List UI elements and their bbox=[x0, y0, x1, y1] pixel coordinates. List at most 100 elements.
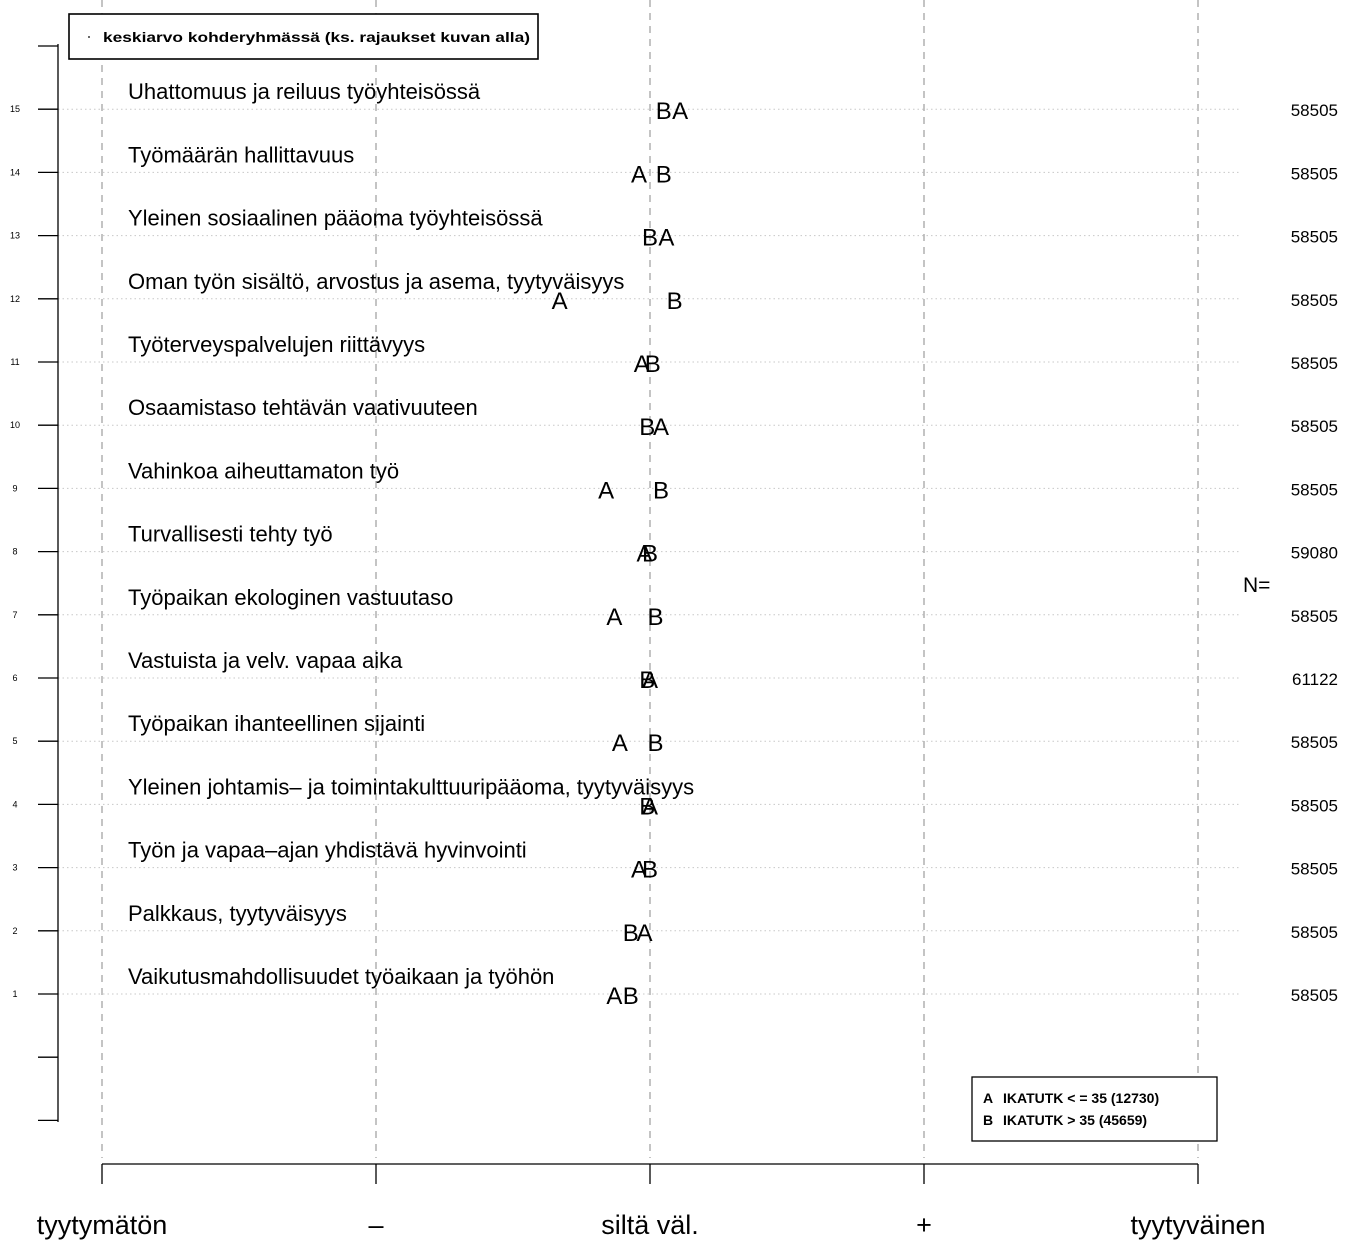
row-index: 8 bbox=[12, 547, 17, 557]
marker-a: A bbox=[658, 225, 674, 252]
x-tick-label: tyytymätön bbox=[37, 1210, 168, 1240]
item-row: 15 Uhattomuus ja reiluus työyhteisössä AB 5… bbox=[10, 79, 1338, 125]
marker-a: A bbox=[642, 667, 658, 694]
marker-a: A bbox=[606, 983, 622, 1010]
top-legend-text: keskiarvo kohderyhmässä (ks. rajaukset k… bbox=[103, 29, 530, 45]
item-row: 1 Vaikutusmahdollisuudet työaikaan ja työ… bbox=[12, 964, 1338, 1010]
row-index: 12 bbox=[10, 294, 20, 304]
item-row: 3 Työn ja vapaa–ajan yhdistävä hyvinvoint… bbox=[12, 838, 1338, 884]
item-label: Työpaikan ekologinen vastuutaso bbox=[128, 585, 453, 610]
item-label: Yleinen sosiaalinen pääoma työyhteisössä bbox=[128, 206, 543, 231]
item-label: Osaamistaso tehtävän vaativuuteen bbox=[128, 395, 478, 420]
marker-a: A bbox=[612, 730, 628, 757]
row-index: 7 bbox=[12, 610, 17, 620]
item-row: 7 Työpaikan ekologinen vastuutaso A B 58505 bbox=[12, 585, 1338, 631]
marker-a: A bbox=[653, 414, 669, 441]
row-index: 1 bbox=[12, 989, 17, 999]
item-label: Työn ja vapaa–ajan yhdistävä hyvinvointi bbox=[128, 838, 527, 863]
n-value: 58505 bbox=[1291, 796, 1338, 815]
marker-a: A bbox=[637, 541, 653, 568]
vertical-gridlines bbox=[101, 0, 1199, 1158]
item-label: Vahinkoa aiheuttamaton työ bbox=[128, 458, 399, 483]
n-value: 58505 bbox=[1291, 291, 1338, 310]
row-index: 5 bbox=[12, 736, 17, 746]
n-value: 58505 bbox=[1291, 228, 1338, 247]
n-value: 58505 bbox=[1291, 354, 1338, 373]
item-row: 6 Vastuista ja velv. vapaa aika AB 61122 bbox=[12, 648, 1338, 694]
marker-b: B bbox=[645, 351, 661, 378]
item-label: Yleinen johtamis– ja toimintakulttuuripä… bbox=[128, 774, 694, 799]
x-tick-label: + bbox=[916, 1210, 932, 1240]
item-row: 4 Yleinen johtamis– ja toimintakulttuurip… bbox=[12, 774, 1338, 820]
item-row: 10 Osaamistaso tehtävän vaativuuteen AB 585… bbox=[10, 395, 1338, 441]
series-legend: A IKATUTK < = 35 (12730) B IKATUTK > 35 … bbox=[971, 1076, 1218, 1142]
n-value: 58505 bbox=[1291, 733, 1338, 752]
item-label: Uhattomuus ja reiluus työyhteisössä bbox=[128, 79, 481, 104]
row-index: 3 bbox=[12, 863, 17, 873]
marker-b: B bbox=[647, 604, 663, 631]
n-value: 58505 bbox=[1291, 860, 1338, 879]
item-row: 14 Työmäärän hallittavuus A B 58505 bbox=[10, 142, 1338, 188]
x-tick-label: tyytyväinen bbox=[1130, 1210, 1265, 1240]
item-label: Vastuista ja velv. vapaa aika bbox=[128, 648, 403, 673]
row-index: 15 bbox=[10, 104, 20, 114]
marker-b: B bbox=[642, 857, 658, 884]
marker-b: B bbox=[639, 414, 655, 441]
row-index: 9 bbox=[12, 483, 17, 493]
x-tick-label: – bbox=[368, 1210, 383, 1240]
legend-dot-icon bbox=[88, 36, 90, 38]
row-index: 13 bbox=[10, 231, 20, 241]
marker-a: A bbox=[672, 98, 688, 125]
item-row: 13 Yleinen sosiaalinen pääoma työyhteisös… bbox=[10, 206, 1338, 252]
legend-code-b: B bbox=[983, 1112, 993, 1128]
item-label: Työpaikan ihanteellinen sijainti bbox=[128, 711, 425, 736]
marker-a: A bbox=[634, 351, 650, 378]
n-value: 58505 bbox=[1291, 986, 1338, 1005]
legend-label-b: IKATUTK > 35 (45659) bbox=[1003, 1112, 1147, 1128]
marker-a: A bbox=[642, 793, 658, 820]
marker-b: B bbox=[653, 477, 669, 504]
top-legend: keskiarvo kohderyhmässä (ks. rajaukset k… bbox=[68, 13, 539, 60]
marker-b: B bbox=[639, 667, 655, 694]
row-index: 10 bbox=[10, 420, 20, 430]
marker-b: B bbox=[642, 225, 658, 252]
row-index: 11 bbox=[10, 357, 19, 367]
row-index: 4 bbox=[12, 799, 17, 809]
marker-a: A bbox=[598, 477, 614, 504]
n-value: 59080 bbox=[1291, 544, 1338, 563]
item-row: 11 Työterveyspalvelujen riittävyys AB 58505 bbox=[10, 332, 1338, 378]
x-axis: tyytymätön – siltä väl. + tyytyväinen bbox=[37, 1163, 1266, 1240]
marker-b: B bbox=[639, 793, 655, 820]
marker-b: B bbox=[623, 920, 639, 947]
n-value: 58505 bbox=[1291, 101, 1338, 120]
item-row: 12 Oman työn sisältö, arvostus ja asema, … bbox=[10, 269, 1338, 315]
n-value: 58505 bbox=[1291, 480, 1338, 499]
n-value: 58505 bbox=[1291, 164, 1338, 183]
marker-a: A bbox=[637, 920, 653, 947]
n-value: 58505 bbox=[1291, 417, 1338, 436]
marker-a: A bbox=[552, 288, 568, 315]
marker-b: B bbox=[667, 288, 683, 315]
horizontal-gridlines bbox=[58, 108, 1240, 995]
item-label: Työmäärän hallittavuus bbox=[128, 142, 354, 167]
item-label: Turvallisesti tehty työ bbox=[128, 522, 333, 547]
marker-a: A bbox=[606, 604, 622, 631]
marker-a: A bbox=[631, 161, 647, 188]
y-axis bbox=[38, 44, 59, 1122]
row-index: 2 bbox=[12, 926, 17, 936]
item-row: 8 Turvallisesti tehty työ AB 59080 bbox=[12, 522, 1338, 568]
marker-a: A bbox=[631, 857, 647, 884]
marker-b: B bbox=[656, 161, 672, 188]
marker-b: B bbox=[647, 730, 663, 757]
item-label: Työterveyspalvelujen riittävyys bbox=[128, 332, 425, 357]
n-value: 58505 bbox=[1291, 923, 1338, 942]
marker-b: B bbox=[642, 541, 658, 568]
n-label: N= bbox=[1243, 574, 1270, 597]
n-value: 58505 bbox=[1291, 607, 1338, 626]
x-tick-label: siltä väl. bbox=[601, 1210, 699, 1240]
item-label: Palkkaus, tyytyväisyys bbox=[128, 901, 347, 926]
row-index: 6 bbox=[12, 673, 17, 683]
item-label: Oman työn sisältö, arvostus ja asema, ty… bbox=[128, 269, 624, 294]
